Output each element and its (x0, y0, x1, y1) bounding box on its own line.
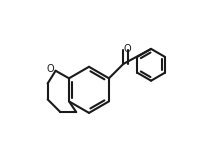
Text: O: O (123, 44, 130, 54)
Text: O: O (46, 64, 54, 74)
